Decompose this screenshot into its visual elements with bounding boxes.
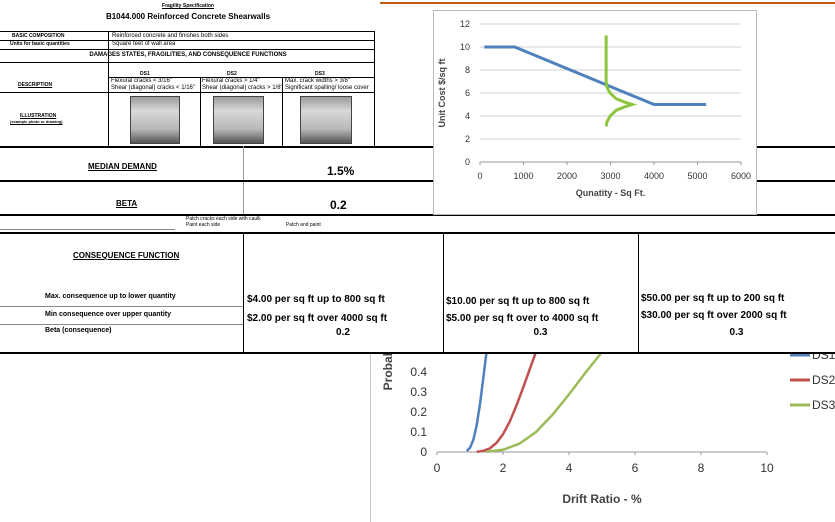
frame (434, 11, 757, 215)
cell: 0.3 (443, 328, 638, 338)
y-tick-label: 12 (460, 19, 470, 29)
x-axis-label: Qunatity - Sq Ft. (576, 188, 646, 198)
cell: $30.00 per sq ft over 2000 sq ft (641, 311, 787, 321)
description: Max. crack widths > 3/8" (285, 78, 350, 84)
y-tick-label: 0.4 (410, 365, 427, 379)
x-tick-label: 4000 (644, 171, 664, 181)
x-tick-label: 2 (500, 461, 507, 475)
x-tick-label: 0 (434, 461, 441, 475)
description: Shear (diagonal) cracks > 1/8" (202, 85, 283, 91)
y-tick-label: 10 (460, 42, 470, 52)
cell: $2.00 per sq ft over 4000 sq ft (247, 314, 387, 324)
beta-value: 0.2 (330, 199, 347, 211)
cost-chart: 0 2 4 6 8 10 12 0 1000 2000 3000 4000 5000 6000 Qunati… (433, 10, 757, 215)
cell: $10.00 per sq ft up to 800 sq ft (446, 297, 589, 307)
row-label: Max. consequence up to lower quantity (45, 293, 176, 300)
y-tick-label: 4 (465, 111, 470, 121)
x-tick-label: 10 (760, 461, 774, 475)
y-tick-label: 0.2 (410, 405, 427, 419)
spec-form: Fragility Specification B1044.000 Reinfo… (0, 0, 376, 146)
plot (484, 36, 706, 127)
y-tick-label: 0 (420, 445, 427, 459)
cell: $5.00 per sq ft over to 4000 sq ft (446, 314, 598, 324)
cell: 0.2 (243, 328, 443, 338)
photo (130, 96, 180, 144)
beta-label: BETA (116, 200, 137, 208)
cell: 0.3 (638, 328, 835, 338)
y-tick-label: 0.3 (410, 385, 427, 399)
spec-subtitle: B1044.000 Reinforced Concrete Shearwalls (0, 13, 376, 21)
y-tick-label: 6 (465, 88, 470, 98)
y-axis-label: Unit Cost $/sq ft (437, 58, 447, 127)
x-tick-label: 8 (698, 461, 705, 475)
consequence-title: CONSEQUENCE FUNCTION (73, 252, 179, 260)
spec-title: Fragility Specification (0, 4, 376, 9)
row-label: BASIC COMPOSITION (12, 34, 65, 39)
description: Significant spalling/ loose cover (285, 85, 369, 91)
row-label: Beta (consequence) (45, 327, 112, 334)
median-label: MEDIAN DEMAND (88, 163, 157, 171)
y-tick-label: 2 (465, 134, 470, 144)
x-tick-label: 6000 (731, 171, 751, 181)
x-tick-label: 0 (477, 171, 482, 181)
y-tick-label: 0.1 (410, 425, 427, 439)
repair-text: Patch and paint (286, 223, 321, 228)
photo (300, 96, 352, 144)
median-value: 1.5% (327, 165, 354, 177)
x-tick-label: 4 (566, 461, 573, 475)
y-tick-label: 0 (465, 157, 470, 167)
description: Shear (diagonal) cracks < 1/16" (111, 85, 195, 91)
description-label: DESCRIPTION (18, 83, 52, 88)
section-title: DAMAGES STATES, FRAGILITIES, AND CONSEQU… (0, 52, 376, 58)
photo (213, 96, 264, 144)
x-tick-label: 1000 (513, 171, 533, 181)
x-axis-label: Drift Ratio - % (562, 492, 642, 506)
x-tick-label: 2000 (557, 171, 577, 181)
row-label: Units for basic quantities (10, 42, 70, 47)
x-tick-label: 3000 (600, 171, 620, 181)
description: Flexural cracks < 3/16" (111, 78, 172, 84)
repair-text: Paint each side (186, 223, 220, 228)
x-tick-label: 6 (632, 461, 639, 475)
page: {"spec":{"title":"Fragility Specificatio… (0, 0, 835, 522)
cell: $50.00 per sq ft up to 200 sq ft (641, 294, 784, 304)
y-tick-label: 8 (465, 65, 470, 75)
consequence-table: CONSEQUENCE FUNCTION Max. consequence up… (0, 232, 835, 354)
legend-label: DS2 (812, 373, 835, 387)
header-rule (380, 2, 835, 4)
row-value: Square feet of wall area (112, 41, 175, 47)
series-line (484, 47, 706, 105)
row-value: Reinforced concrete and finishes both si… (112, 33, 228, 39)
series-line (606, 36, 632, 127)
cell: $4.00 per sq ft up to 800 sq ft (247, 295, 385, 305)
x-tick-label: 5000 (687, 171, 707, 181)
legend-label: DS3 (812, 398, 835, 412)
description: Flexural cracks > 1/4" (202, 78, 260, 84)
row-label: Min consequence over upper quantity (45, 311, 171, 318)
illustration-note: (example photo or drawing) (10, 120, 62, 124)
